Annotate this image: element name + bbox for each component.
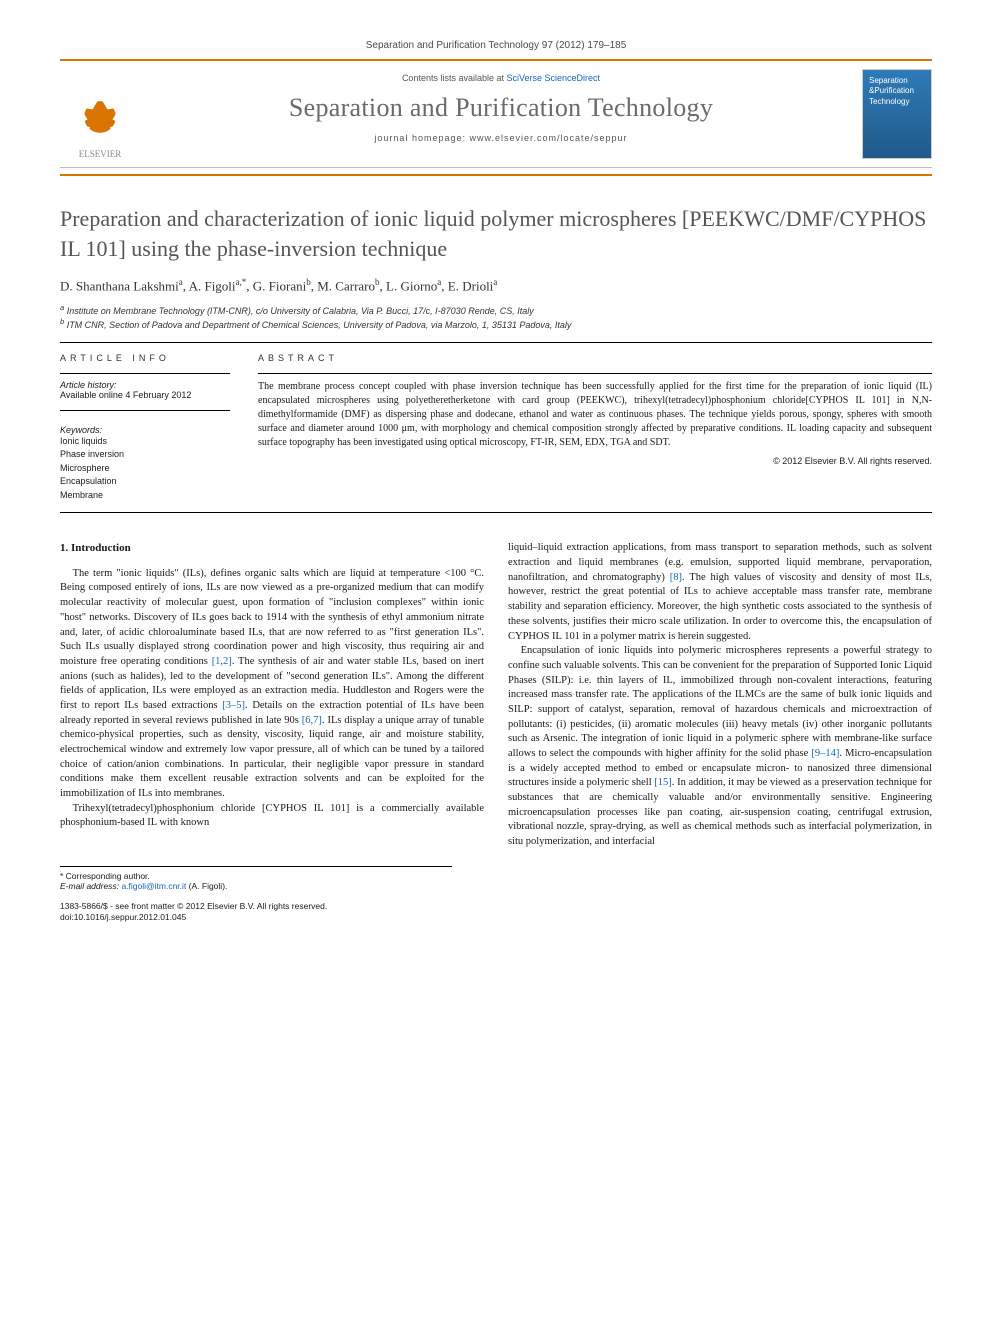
homepage-url[interactable]: www.elsevier.com/locate/seppur [470,133,628,143]
keywords-list: Ionic liquidsPhase inversionMicrosphereE… [60,435,230,503]
journal-homepage: journal homepage: www.elsevier.com/locat… [140,133,862,143]
ref-link[interactable]: [8] [670,572,682,583]
email-who: (A. Figoli). [189,881,228,891]
contents-prefix: Contents lists available at [402,73,504,83]
history-label: Article history: [60,380,230,390]
paragraph: Encapsulation of ionic liquids into poly… [508,644,932,850]
ref-link[interactable]: [9–14] [811,748,839,759]
ref-link[interactable]: [1,2] [212,656,232,667]
paragraph: Trihexyl(tetradecyl)phosphonium chloride… [60,802,484,831]
section-1-title: 1. Introduction [60,541,484,556]
email-label: E-mail address: [60,881,119,891]
ref-link[interactable]: [15] [654,777,672,788]
publisher-name: ELSEVIER [79,149,122,159]
affiliation-b: ITM CNR, Section of Padova and Departmen… [67,320,572,330]
keyword: Microsphere [60,462,230,476]
corresponding-author: * Corresponding author. [60,871,452,881]
keyword: Encapsulation [60,475,230,489]
body-text: 1. Introduction The term "ionic liquids"… [60,541,932,849]
contents-line: Contents lists available at SciVerse Sci… [140,73,862,83]
publisher-logo: ELSEVIER [60,69,140,159]
abstract-text: The membrane process concept coupled wit… [258,380,932,450]
article-title: Preparation and characterization of ioni… [60,204,932,263]
affiliation-a: Institute on Membrane Technology (ITM-CN… [67,306,534,316]
article-info-label: article info [60,353,230,363]
affiliations: a Institute on Membrane Technology (ITM-… [60,303,932,332]
corresponding-footnote: * Corresponding author. E-mail address: … [60,866,452,891]
header-citation: Separation and Purification Technology 9… [60,40,932,51]
doi-line: doi:10.1016/j.seppur.2012.01.045 [60,912,932,923]
abstract-label: abstract [258,353,932,363]
elsevier-tree-icon [75,97,125,147]
keyword: Phase inversion [60,448,230,462]
abstract-copyright: © 2012 Elsevier B.V. All rights reserved… [258,456,932,466]
history-text: Available online 4 February 2012 [60,390,230,400]
issn-line: 1383-5866/$ - see front matter © 2012 El… [60,901,932,912]
ref-link[interactable]: [6,7] [302,715,322,726]
ref-link[interactable]: [3–5] [222,700,245,711]
keyword: Ionic liquids [60,435,230,449]
keywords-label: Keywords: [60,425,230,435]
authors: D. Shanthana Lakshmia, A. Figolia,*, G. … [60,277,932,294]
sciencedirect-link[interactable]: SciVerse ScienceDirect [507,73,601,83]
article-info: article info Article history: Available … [60,353,230,503]
paragraph: liquid–liquid extraction applications, f… [508,541,932,644]
email-link[interactable]: a.figoli@itm.cnr.it [121,881,186,891]
keyword: Membrane [60,489,230,503]
masthead: ELSEVIER Contents lists available at Sci… [60,61,932,168]
abstract: abstract The membrane process concept co… [258,353,932,503]
homepage-prefix: journal homepage: [374,133,466,143]
journal-cover-thumb: Separation &Purification Technology [862,69,932,159]
journal-name: Separation and Purification Technology [140,93,862,123]
footer: 1383-5866/$ - see front matter © 2012 El… [60,901,932,923]
paragraph: The term "ionic liquids" (ILs), defines … [60,567,484,802]
